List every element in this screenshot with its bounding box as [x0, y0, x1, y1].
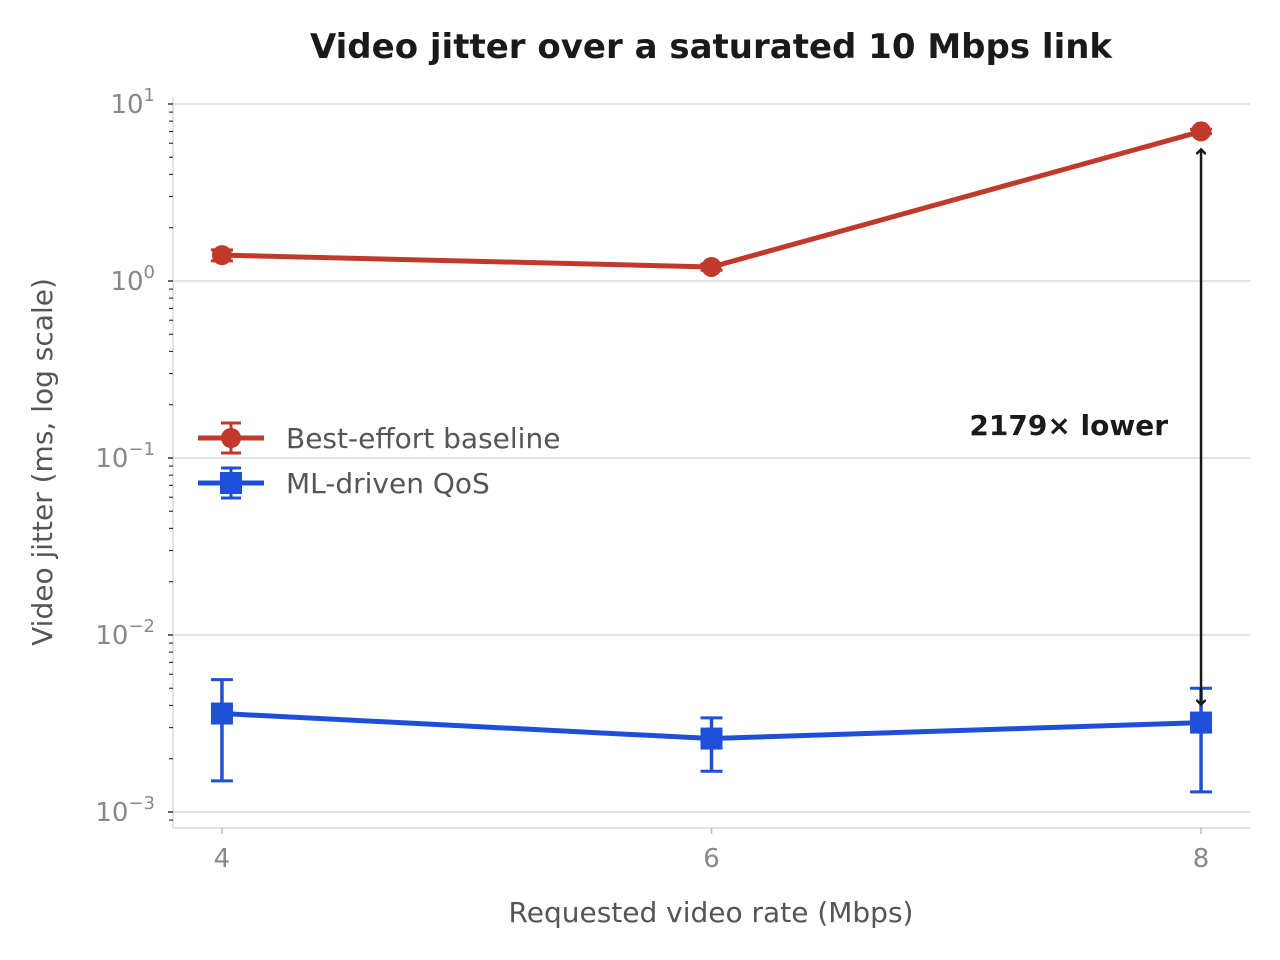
annotation-layer: 2179× lower: [969, 149, 1201, 704]
y-tick-label: 10−1: [95, 439, 155, 474]
y-tick-label: 10−2: [95, 616, 155, 651]
legend: Best-effort baseline ML-driven QoS: [198, 421, 560, 500]
legend-item: ML-driven QoS: [198, 466, 490, 500]
y-tick-label: 100: [110, 262, 155, 297]
series-ml-qos: [210, 678, 1213, 794]
y-minor-ticks: [169, 111, 173, 821]
series-line: [221, 129, 1202, 270]
x-axis-label: Requested video rate (Mbps): [509, 896, 914, 929]
legend-marker: [221, 428, 241, 448]
chart-title: Video jitter over a saturated 10 Mbps li…: [310, 27, 1113, 67]
series-layer: [210, 121, 1213, 794]
legend-label: ML-driven QoS: [286, 467, 490, 500]
gridlines: [173, 103, 1250, 813]
data-point: [1191, 121, 1212, 142]
data-point: [700, 727, 723, 750]
y-axis-label: Video jitter (ms, log scale): [26, 278, 59, 646]
series-best-effort: [210, 121, 1213, 277]
legend-item: Best-effort baseline: [198, 421, 560, 455]
x-tick-label: 8: [1193, 844, 1210, 874]
y-tick-labels: 101 100 10−1 10−2 10−3: [95, 85, 173, 828]
data-point: [701, 256, 722, 277]
data-point: [211, 245, 232, 266]
x-tick-label: 6: [703, 844, 720, 874]
data-point: [1190, 711, 1213, 734]
x-tick-labels: 4 6 8: [214, 828, 1210, 874]
y-tick-label: 10−3: [95, 793, 155, 828]
legend-marker: [220, 472, 242, 494]
x-tick-label: 4: [214, 844, 231, 874]
legend-label: Best-effort baseline: [286, 422, 560, 455]
annotation-label: 2179× lower: [969, 409, 1168, 442]
data-point: [210, 702, 233, 725]
y-tick-label: 101: [110, 85, 155, 120]
